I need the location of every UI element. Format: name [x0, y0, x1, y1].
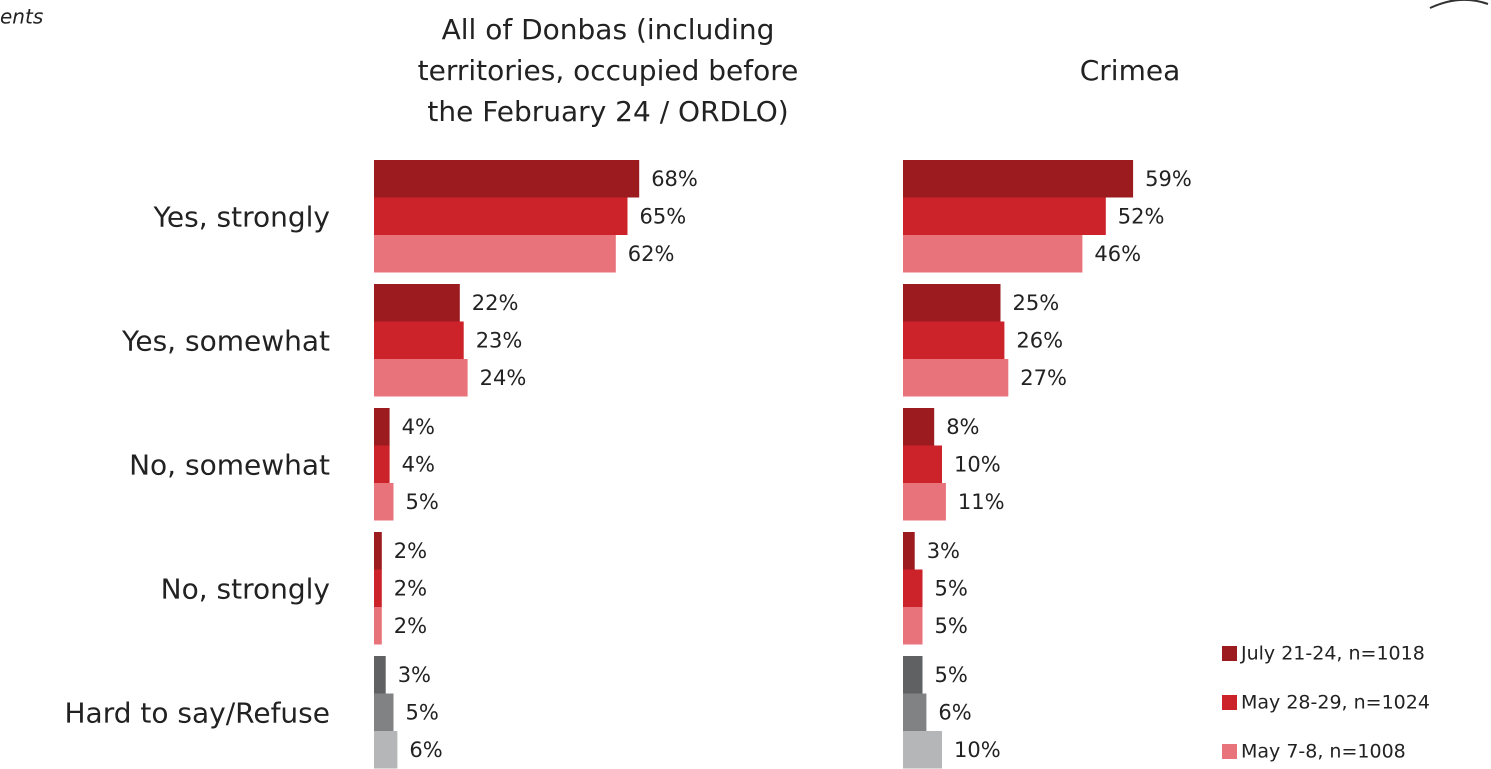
value-label: 11% — [958, 490, 1005, 514]
bar — [903, 359, 1009, 397]
bar — [903, 731, 942, 769]
value-label: 59% — [1145, 167, 1192, 191]
value-label: 2% — [394, 576, 427, 600]
value-label: 26% — [1016, 328, 1063, 352]
bar — [374, 731, 398, 769]
bar — [903, 532, 915, 570]
value-label: 4% — [402, 452, 435, 476]
value-label: 23% — [476, 328, 523, 352]
bar — [374, 408, 390, 446]
logo-fragment — [1429, 0, 1489, 9]
bar — [374, 445, 390, 483]
value-label: 3% — [398, 663, 431, 687]
legend-swatch — [1222, 695, 1237, 710]
bar — [903, 483, 946, 521]
bar — [374, 569, 382, 607]
value-label: 4% — [402, 415, 435, 439]
bar — [903, 160, 1134, 198]
category-label: No, somewhat — [129, 448, 330, 481]
value-label: 6% — [409, 738, 442, 762]
value-label: 25% — [1013, 291, 1060, 315]
bar — [903, 408, 935, 446]
value-label: 52% — [1118, 204, 1165, 228]
value-label: 3% — [927, 539, 960, 563]
bar — [903, 284, 1001, 322]
bar — [903, 235, 1083, 273]
value-label: 68% — [651, 167, 698, 191]
bar — [374, 359, 468, 397]
bar — [374, 197, 628, 235]
value-label: 10% — [954, 452, 1001, 476]
bar — [903, 607, 923, 645]
bar — [374, 607, 382, 645]
chart-title: territories, occupied before — [418, 54, 799, 87]
value-label: 62% — [628, 242, 675, 266]
bar — [374, 321, 464, 359]
value-label: 5% — [935, 576, 968, 600]
legend-label: July 21-24, n=1018 — [1240, 643, 1425, 665]
value-label: 22% — [472, 291, 519, 315]
value-label: 5% — [406, 490, 439, 514]
category-label: Hard to say/Refuse — [64, 696, 330, 729]
logo-fragment — [1439, 0, 1459, 5]
value-label: 46% — [1094, 242, 1141, 266]
value-label: 5% — [406, 700, 439, 724]
legend-label: May 7-8, n=1008 — [1241, 741, 1406, 763]
value-label: 5% — [935, 614, 968, 638]
bar — [374, 656, 386, 694]
bar — [903, 656, 923, 694]
value-label: 6% — [938, 700, 971, 724]
chart-title: the February 24 / ORDLO) — [427, 95, 788, 128]
bar — [903, 445, 942, 483]
bar — [903, 569, 923, 607]
bar — [374, 160, 640, 198]
category-label: Yes, somewhat — [121, 324, 330, 357]
bar — [374, 532, 382, 570]
bar — [374, 693, 394, 731]
bar — [903, 693, 927, 731]
bar — [903, 197, 1106, 235]
value-label: 65% — [640, 204, 687, 228]
legend-swatch — [1222, 744, 1237, 759]
legend-label: May 28-29, n=1024 — [1241, 692, 1430, 714]
value-label: 8% — [946, 415, 979, 439]
bar — [903, 321, 1005, 359]
value-label: 27% — [1020, 366, 1067, 390]
value-label: 5% — [935, 663, 968, 687]
header-fragment: ents — [0, 5, 43, 29]
bar — [374, 284, 460, 322]
category-label: Yes, strongly — [153, 200, 330, 233]
bar — [374, 483, 394, 521]
value-label: 2% — [394, 539, 427, 563]
chart-title: Crimea — [1080, 54, 1181, 87]
category-label: No, strongly — [161, 572, 330, 605]
bar — [374, 235, 616, 273]
chart-title: All of Donbas (including — [442, 13, 775, 46]
legend-swatch — [1222, 646, 1237, 661]
value-label: 2% — [394, 614, 427, 638]
value-label: 10% — [954, 738, 1001, 762]
value-label: 24% — [480, 366, 527, 390]
